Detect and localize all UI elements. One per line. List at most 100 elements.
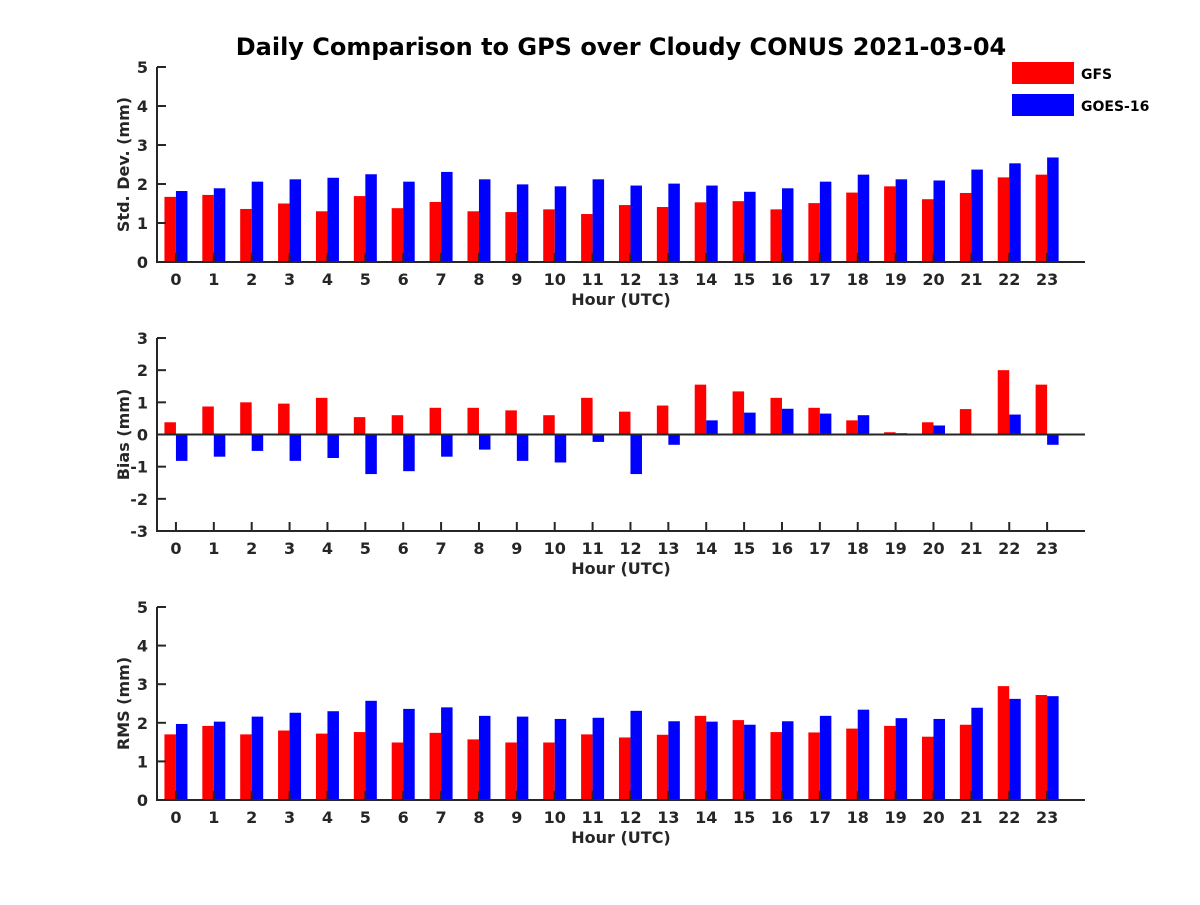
x-tick-label: 7 [436,808,447,827]
bar-goes16-hour-4 [327,177,339,262]
bar-gfs-hour-5 [353,196,366,262]
bar-goes16-hour-2 [251,434,264,451]
bar-goes16-hour-11 [592,717,605,800]
x-tick-label: 20 [922,270,944,289]
bar-gfs-hour-16 [770,209,782,262]
bar-gfs-hour-9 [505,410,517,435]
y-tick-label: 1 [137,214,148,233]
bar-goes16-hour-16 [781,188,794,262]
y-tick-label: 2 [137,175,148,194]
x-tick-label: 1 [208,270,219,289]
bar-gfs-hour-5 [353,417,366,435]
bar-goes16-hour-19 [895,179,908,262]
bar-goes16-hour-1 [213,188,226,262]
x-tick-label: 6 [398,808,409,827]
y-tick-label: 2 [137,361,148,380]
x-tick-label: 14 [695,808,717,827]
x-tick-label: 4 [322,270,333,289]
x-tick-label: 15 [733,270,755,289]
legend-swatch-gfs [1012,62,1074,84]
x-tick-label: 0 [170,539,181,558]
bar-goes16-hour-22 [1009,163,1021,262]
bar-goes16-hour-23 [1047,434,1059,445]
x-tick-label: 16 [771,539,793,558]
bar-gfs-hour-6 [391,742,404,800]
bar-goes16-hour-5 [365,434,377,475]
x-tick-label: 19 [884,808,906,827]
bar-goes16-hour-3 [289,179,302,262]
bar-gfs-hour-3 [278,203,290,262]
x-tick-label: 13 [657,270,679,289]
bar-goes16-hour-23 [1047,696,1059,800]
bar-goes16-hour-10 [554,186,567,262]
bar-gfs-hour-12 [618,737,631,800]
x-axis-label: Hour (UTC) [571,559,671,578]
bar-goes16-hour-21 [971,169,983,262]
x-tick-label: 22 [998,270,1020,289]
x-tick-label: 7 [436,539,447,558]
bar-gfs-hour-17 [808,407,820,435]
bar-goes16-hour-20 [933,180,945,262]
x-tick-label: 8 [473,270,484,289]
bar-gfs-hour-4 [315,397,328,435]
bar-goes16-hour-7 [441,707,453,800]
bar-gfs-hour-6 [391,415,404,435]
x-tick-label: 23 [1036,270,1058,289]
x-tick-label: 2 [246,808,257,827]
bar-goes16-hour-0 [175,723,188,800]
y-tick-label: 2 [137,714,148,733]
x-tick-label: 5 [360,808,371,827]
x-tick-label: 20 [922,539,944,558]
bar-gfs-hour-15 [732,201,745,262]
y-tick-label: 3 [137,675,148,694]
bar-goes16-hour-13 [668,183,680,262]
bar-gfs-hour-19 [884,432,896,435]
bar-gfs-hour-1 [202,194,214,262]
y-tick-label: 0 [137,791,148,810]
x-tick-label: 17 [809,539,831,558]
bar-goes16-hour-10 [554,434,567,463]
bar-goes16-hour-0 [175,191,188,262]
bar-gfs-hour-21 [959,724,972,800]
bar-gfs-hour-8 [467,211,479,262]
y-axis-label: Bias (mm) [114,389,133,481]
y-tick-label: 3 [137,136,148,155]
x-tick-label: 3 [284,539,295,558]
bar-goes16-hour-4 [327,711,339,800]
bar-goes16-hour-6 [403,181,415,262]
bar-gfs-hour-1 [202,725,214,800]
bar-goes16-hour-17 [819,715,832,800]
y-tick-label: 4 [137,637,148,656]
x-tick-label: 22 [998,808,1020,827]
x-tick-label: 10 [544,270,566,289]
bar-gfs-hour-13 [656,405,669,435]
bar-goes16-hour-7 [441,434,453,457]
x-tick-label: 6 [398,270,409,289]
bar-gfs-hour-21 [959,409,972,435]
bar-goes16-hour-17 [819,413,832,435]
bar-gfs-hour-19 [884,186,896,262]
y-tick-label: -2 [130,490,148,509]
y-axis-label: RMS (mm) [114,657,133,750]
bar-goes16-hour-14 [706,185,718,262]
x-tick-label: 19 [884,539,906,558]
bar-gfs-hour-11 [581,734,593,800]
x-tick-label: 12 [619,808,641,827]
bar-goes16-hour-13 [668,721,680,800]
bar-goes16-hour-12 [630,185,642,262]
x-tick-label: 16 [771,270,793,289]
bar-goes16-hour-1 [213,434,226,457]
x-tick-label: 1 [208,808,219,827]
bar-goes16-hour-4 [327,434,339,458]
bar-gfs-hour-18 [846,728,858,800]
x-tick-label: 10 [544,808,566,827]
x-tick-label: 14 [695,539,717,558]
bar-gfs-hour-15 [732,391,745,435]
bar-gfs-hour-23 [1035,384,1048,435]
bar-goes16-hour-11 [592,434,605,442]
bar-gfs-hour-10 [543,209,555,262]
bar-goes16-hour-15 [744,191,756,262]
x-tick-label: 12 [619,270,641,289]
y-tick-label: 5 [137,598,148,617]
